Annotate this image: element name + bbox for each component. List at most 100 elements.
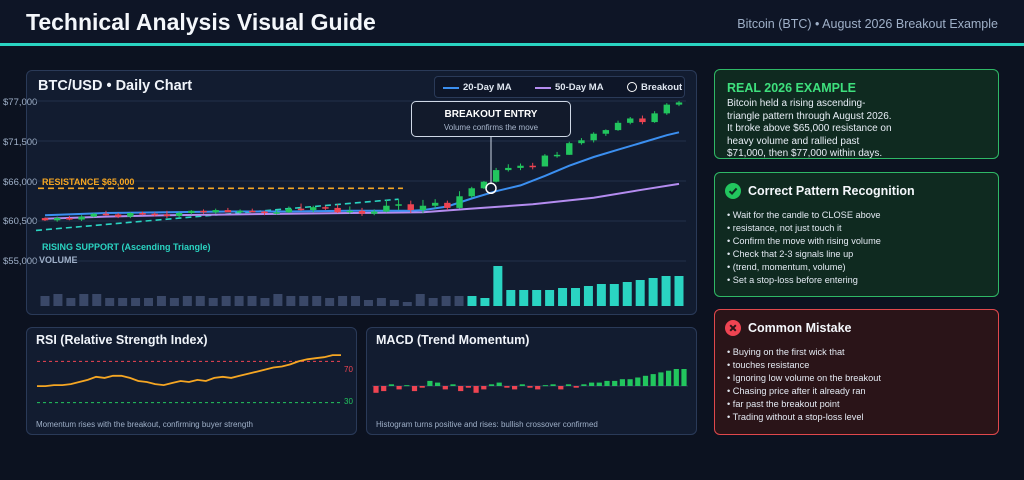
volume-bar bbox=[558, 288, 568, 306]
volume-bar bbox=[583, 286, 593, 306]
candle-body bbox=[322, 207, 329, 209]
volume-bar bbox=[661, 276, 671, 306]
rsi-caption: Momentum rises with the breakout, confir… bbox=[36, 420, 253, 429]
candle-body bbox=[480, 181, 488, 189]
candle-body bbox=[383, 205, 390, 212]
volume-label: VOLUME bbox=[39, 255, 78, 265]
correct-pattern-title: Correct Pattern Recognition bbox=[748, 184, 915, 198]
macd-caption: Histogram turns positive and rises: bull… bbox=[376, 420, 598, 429]
macd-histogram-bar bbox=[589, 382, 595, 386]
check-icon bbox=[725, 183, 741, 199]
candle-body bbox=[358, 210, 366, 214]
breakout-callout: BREAKOUT ENTRY Volume confirms the move bbox=[411, 101, 571, 137]
macd-histogram-bar bbox=[481, 386, 487, 390]
list-item: • Chasing price after it already ran bbox=[727, 386, 866, 396]
y-tick-label: $55,000 bbox=[3, 256, 38, 267]
volume-bar bbox=[596, 284, 606, 306]
candle-body bbox=[590, 133, 597, 141]
macd-histogram-bar bbox=[635, 377, 641, 386]
macd-histogram-bar bbox=[542, 385, 548, 387]
macd-histogram-bar bbox=[488, 384, 495, 386]
candle-body bbox=[663, 104, 671, 114]
common-mistake-card: Common Mistake • Buying on the first wic… bbox=[714, 309, 999, 435]
candle-body bbox=[651, 113, 658, 123]
volume-bar bbox=[208, 298, 218, 306]
candle-body bbox=[151, 213, 158, 216]
resistance-label: RESISTANCE $65,000 bbox=[42, 177, 135, 187]
candle-body bbox=[273, 212, 280, 214]
macd-histogram-bar bbox=[573, 386, 579, 388]
candle-body bbox=[566, 143, 573, 155]
macd-histogram-bar bbox=[519, 384, 525, 386]
list-item: • Buying on the first wick that bbox=[727, 347, 845, 357]
macd-histogram-bar bbox=[404, 385, 410, 387]
candle-body bbox=[395, 204, 402, 206]
candle-body bbox=[261, 211, 268, 214]
volume-bar bbox=[609, 284, 619, 306]
correct-pattern-list: • Wait for the candle to CLOSE above • r… bbox=[727, 209, 881, 287]
ma50-legend-label: 50-Day MA bbox=[555, 82, 604, 93]
y-tick-label: $60,500 bbox=[3, 216, 38, 227]
volume-bar bbox=[622, 282, 632, 306]
volume-bar bbox=[635, 280, 645, 306]
volume-bar bbox=[92, 294, 102, 306]
macd-histogram-bar bbox=[565, 384, 572, 386]
volume-bar bbox=[454, 296, 464, 306]
macd-histogram-bar bbox=[527, 386, 533, 388]
volume-bar bbox=[570, 288, 580, 306]
macd-title: MACD (Trend Momentum) bbox=[376, 333, 530, 347]
list-item: • Set a stop-loss before entering bbox=[727, 275, 858, 285]
candle-body bbox=[285, 208, 293, 213]
candle-body bbox=[139, 213, 146, 215]
volume-bar bbox=[480, 298, 490, 306]
candle-body bbox=[444, 202, 451, 208]
macd-histogram-bar bbox=[450, 384, 456, 386]
macd-histogram-bar bbox=[396, 386, 402, 390]
candle-body bbox=[297, 208, 305, 211]
candle-body bbox=[127, 213, 134, 217]
volume-bar bbox=[156, 296, 166, 306]
volume-bar bbox=[234, 296, 244, 306]
candle-body bbox=[53, 218, 61, 221]
rsi-level-30: 30 bbox=[344, 397, 353, 406]
volume-bar bbox=[389, 300, 399, 306]
volume-bar bbox=[195, 296, 205, 306]
macd-histogram-bar bbox=[681, 369, 687, 386]
volume-bar bbox=[105, 298, 115, 306]
volume-bar bbox=[66, 298, 76, 306]
volume-bar bbox=[325, 298, 335, 306]
candle-body bbox=[346, 210, 354, 213]
macd-histogram-bar bbox=[658, 372, 664, 386]
y-tick-label: $77,000 bbox=[3, 97, 38, 108]
volume-bar bbox=[376, 298, 386, 306]
volume-bar bbox=[169, 298, 179, 306]
breakout-legend-marker bbox=[627, 82, 637, 92]
volume-bar bbox=[273, 294, 283, 306]
macd-panel bbox=[366, 327, 697, 435]
candle-body bbox=[456, 196, 463, 208]
volume-bar bbox=[467, 296, 477, 306]
macd-histogram-bar bbox=[442, 386, 448, 390]
candle-body bbox=[529, 165, 536, 168]
candle-body bbox=[627, 118, 634, 123]
candle-body bbox=[541, 155, 549, 167]
macd-histogram-bar bbox=[581, 384, 587, 386]
candle-body bbox=[163, 214, 171, 216]
candle-body bbox=[310, 207, 317, 211]
volume-bar bbox=[182, 296, 192, 306]
volume-bar bbox=[338, 296, 348, 306]
macd-histogram-bar bbox=[411, 386, 418, 392]
y-tick-label: $66,000 bbox=[3, 177, 38, 188]
volume-bar bbox=[260, 298, 270, 306]
volume-bar bbox=[532, 290, 542, 306]
macd-histogram-bar bbox=[612, 380, 618, 386]
volume-bar bbox=[53, 294, 63, 306]
list-item: • Check that 2-3 signals line up bbox=[727, 249, 854, 259]
candle-body bbox=[249, 210, 256, 213]
macd-histogram-bar bbox=[604, 380, 610, 386]
header-bar: Technical Analysis Visual Guide Bitcoin … bbox=[0, 0, 1024, 46]
macd-histogram-bar bbox=[650, 374, 656, 386]
volume-bar bbox=[363, 300, 373, 306]
volume-bar bbox=[79, 294, 89, 306]
